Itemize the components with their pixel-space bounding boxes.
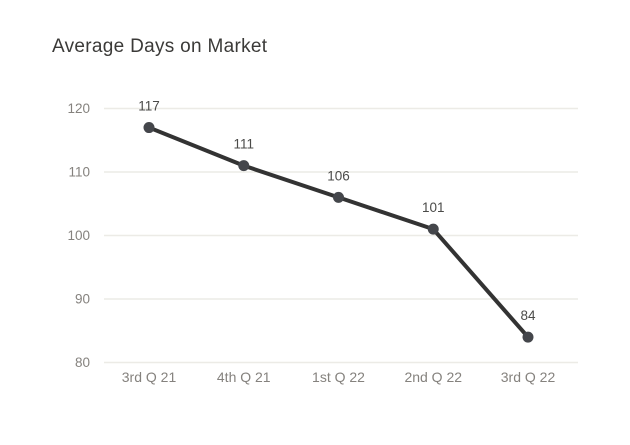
y-axis-tick-label: 100 bbox=[67, 228, 90, 243]
x-axis-tick-label: 3rd Q 21 bbox=[122, 369, 177, 385]
series-line bbox=[147, 125, 530, 340]
data-point-label: 117 bbox=[138, 99, 160, 114]
data-point-marker bbox=[427, 223, 439, 235]
data-point-label: 84 bbox=[520, 308, 536, 323]
data-point-label: 111 bbox=[233, 137, 254, 152]
data-point-marker bbox=[333, 191, 344, 203]
y-axis-tick-label: 90 bbox=[75, 292, 90, 307]
x-axis-tick-label: 3rd Q 22 bbox=[501, 369, 556, 385]
data-point-label: 106 bbox=[327, 168, 350, 183]
x-axis-tick-label: 2nd Q 22 bbox=[404, 369, 462, 385]
x-axis-tick-label: 4th Q 21 bbox=[217, 369, 271, 385]
x-axis-tick-label: 1st Q 22 bbox=[312, 369, 365, 385]
y-axis-tick-label: 80 bbox=[75, 355, 90, 370]
data-point-marker bbox=[143, 122, 155, 134]
data-point-marker bbox=[238, 160, 250, 172]
data-point-label: 101 bbox=[422, 200, 445, 215]
data-point-marker bbox=[522, 331, 534, 343]
chart-title: Average Days on Market bbox=[52, 36, 268, 57]
y-axis-tick-label: 110 bbox=[68, 165, 90, 180]
y-axis-tick-label: 120 bbox=[67, 101, 90, 116]
